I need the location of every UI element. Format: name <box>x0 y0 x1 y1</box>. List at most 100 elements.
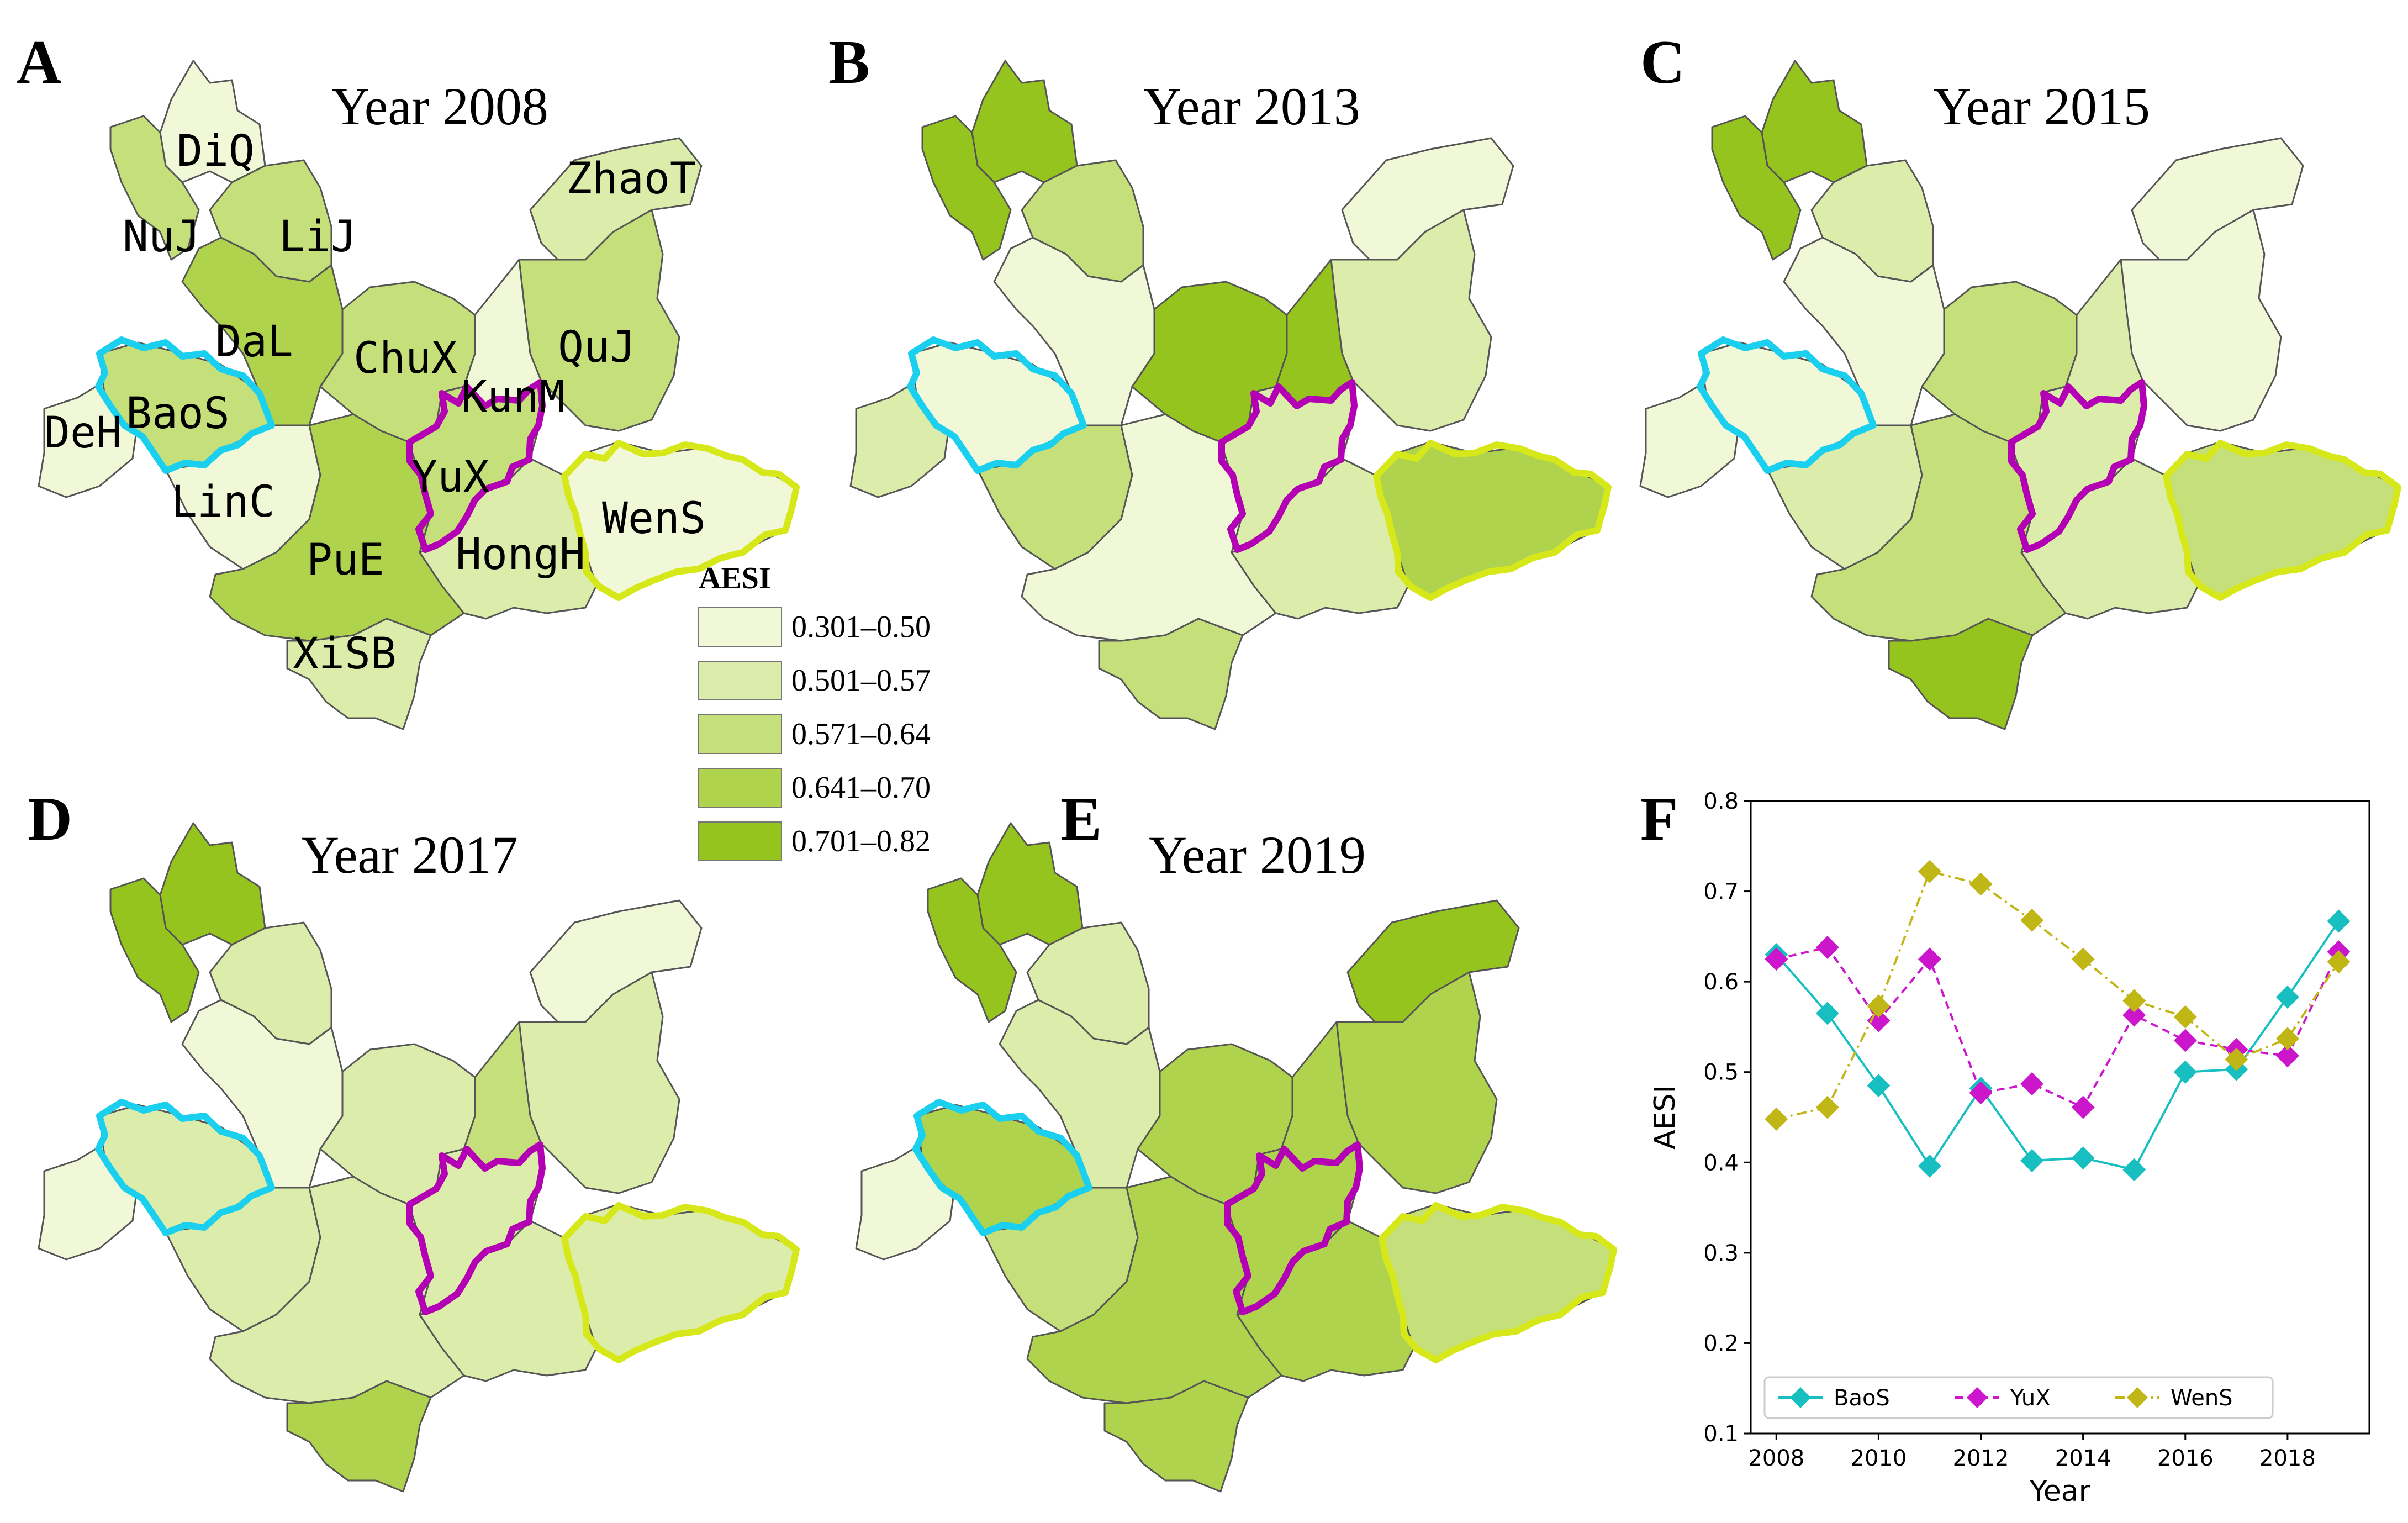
y-tick-label: 0.1 <box>1703 1421 1739 1447</box>
legend-label-3: 0.641–0.70 <box>791 771 931 805</box>
map-2015 <box>1639 60 2401 730</box>
legend-label-1: 0.501–0.57 <box>791 663 931 698</box>
region-diq-2017 <box>159 822 266 946</box>
legend-marker-baos <box>1790 1387 1811 1408</box>
point-baos-2019 <box>2327 909 2351 933</box>
x-tick-label: 2010 <box>1851 1446 1907 1471</box>
y-tick-label: 0.6 <box>1703 969 1739 995</box>
legend-swatch-3 <box>698 768 782 808</box>
city-label-xisb: XiSB <box>293 629 397 679</box>
city-label-wens: WenS <box>602 494 706 544</box>
point-yux-2011 <box>1918 947 1941 971</box>
legend-title: AESI <box>699 561 771 596</box>
highlight-baos-2017 <box>95 1099 275 1236</box>
city-label-dal: DaL <box>215 317 293 367</box>
chart-legend-box <box>1763 1376 2274 1419</box>
city-label-hongh: HongH <box>456 530 585 579</box>
map-title-2013: Year 2013 <box>1143 77 1360 136</box>
highlight-yux-2015 <box>2008 379 2147 553</box>
region-nuj-2013 <box>921 115 1012 261</box>
region-zhaot-2017 <box>529 899 703 1023</box>
x-tick-label: 2016 <box>2157 1446 2214 1471</box>
highlight-wens-2008 <box>561 440 800 601</box>
map-2017 <box>38 822 800 1493</box>
region-xisb-2013 <box>1098 618 1244 730</box>
city-label-nuj: NuJ <box>123 212 200 262</box>
y-tick-label: 0.4 <box>1703 1150 1739 1176</box>
highlight-yux-2017 <box>406 1141 546 1315</box>
point-baos-2015 <box>2122 1158 2146 1182</box>
point-yux-2010 <box>1867 1009 1891 1032</box>
point-baos-2010 <box>1867 1074 1891 1098</box>
panel-letter-a: A <box>17 28 61 97</box>
highlight-wens-2013 <box>1373 440 1612 601</box>
region-zhaot-2013 <box>1341 137 1514 261</box>
map-title-2015: Year 2015 <box>1933 77 2150 136</box>
region-wens-2008 <box>562 441 796 598</box>
point-wens-2017 <box>2225 1047 2248 1071</box>
point-wens-2009 <box>1815 1095 1839 1119</box>
city-label-deh: DeH <box>44 408 122 458</box>
city-label-quj: QuJ <box>558 323 636 372</box>
point-wens-2012 <box>1969 872 1993 896</box>
city-label-yux: YuX <box>411 452 489 502</box>
region-wens-2015 <box>2164 441 2398 598</box>
city-label-pue: PuE <box>307 535 384 585</box>
highlight-baos-2015 <box>1697 336 1877 474</box>
map-2019 <box>855 822 1617 1493</box>
chart-plot-frame <box>1750 800 2370 1435</box>
point-yux-2009 <box>1815 935 1839 959</box>
point-wens-2011 <box>1918 860 1941 883</box>
point-yux-2013 <box>2020 1072 2044 1095</box>
region-nuj-2008 <box>109 115 200 261</box>
point-yux-2015 <box>2122 1003 2146 1027</box>
region-xisb-2015 <box>1888 618 2034 730</box>
highlight-baos-2013 <box>907 336 1087 474</box>
y-tick-label: 0.3 <box>1703 1241 1739 1266</box>
region-diq-2013 <box>971 60 1078 183</box>
panel-letter-f: F <box>1640 785 1678 853</box>
point-wens-2019 <box>2327 950 2351 974</box>
highlight-baos-2008 <box>95 336 275 474</box>
city-label-lij: LiJ <box>279 212 357 262</box>
legend-label-baos: BaoS <box>1834 1385 1890 1411</box>
legend-label-0: 0.301–0.50 <box>791 610 931 644</box>
region-wens-2019 <box>1380 1203 1614 1360</box>
point-yux-2014 <box>2071 1095 2095 1119</box>
series-line-wens <box>1776 870 2340 1120</box>
legend-label-2: 0.571–0.64 <box>791 717 931 751</box>
panel-letter-c: C <box>1640 28 1685 97</box>
map-title-2008: Year 2008 <box>331 77 548 136</box>
city-labels: DiQ ZhaoT NuJ LiJ DaL ChuX QuJ KunM DeH … <box>44 127 706 679</box>
map-legend: AESI 0.301–0.50 0.501–0.57 0.571–0.64 0.… <box>698 561 931 861</box>
region-nuj-2017 <box>109 877 200 1023</box>
legend-label-yux: YuX <box>2010 1385 2051 1411</box>
point-yux-2012 <box>1969 1081 1993 1105</box>
region-nuj-2019 <box>927 877 1017 1023</box>
legend-swatch-1 <box>698 661 782 700</box>
highlight-wens-2015 <box>2163 440 2401 601</box>
city-label-linc: LinC <box>171 477 275 527</box>
map-title-2019: Year 2019 <box>1149 825 1366 884</box>
region-diq-2015 <box>1761 60 1868 183</box>
point-wens-2018 <box>2275 1027 2299 1051</box>
y-tick-label: 0.5 <box>1703 1060 1739 1085</box>
y-tick-label: 0.2 <box>1703 1331 1739 1356</box>
highlight-wens-2017 <box>561 1202 800 1363</box>
point-yux-2018 <box>2275 1044 2299 1068</box>
point-baos-2009 <box>1815 1002 1839 1025</box>
map-2008 <box>38 60 800 730</box>
region-zhaot-2019 <box>1346 899 1520 1023</box>
point-baos-2013 <box>2020 1149 2044 1173</box>
x-tick-label: 2018 <box>2259 1446 2316 1471</box>
x-tick-label: 2014 <box>2055 1446 2111 1471</box>
point-wens-2016 <box>2173 1005 2197 1029</box>
point-baos-2014 <box>2071 1146 2095 1170</box>
point-wens-2013 <box>2020 908 2044 932</box>
highlight-yux-2013 <box>1218 379 1358 553</box>
point-yux-2016 <box>2173 1029 2197 1052</box>
aesi-line-chart: 0.1 0.2 0.3 0.4 0.5 0.6 0.7 0.8 2008 2010 2012 2014… <box>1649 789 2370 1508</box>
region-zhaot-2015 <box>2131 137 2304 261</box>
legend-swatch-0 <box>698 607 782 647</box>
